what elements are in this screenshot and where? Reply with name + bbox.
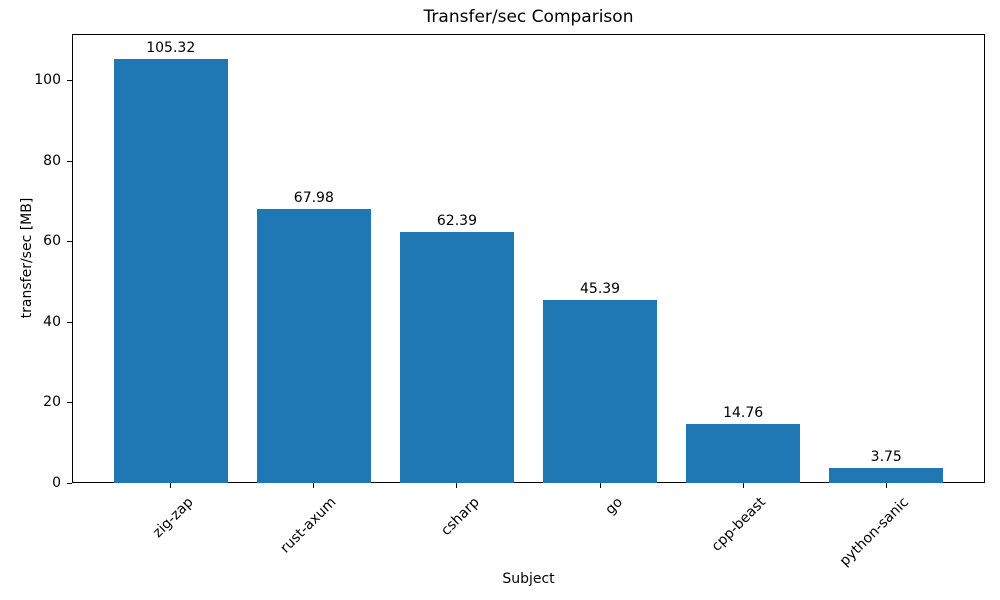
y-tick-label: 60 bbox=[43, 233, 61, 250]
y-tick-label: 40 bbox=[43, 313, 61, 330]
y-tick-mark bbox=[67, 482, 72, 484]
y-tick-mark bbox=[67, 80, 72, 82]
x-tick-mark bbox=[170, 483, 172, 488]
y-tick-mark bbox=[67, 321, 72, 323]
bar-csharp bbox=[399, 231, 515, 483]
x-tick-label: rust-axum bbox=[277, 494, 340, 557]
y-axis-label: transfer/sec [MB] bbox=[19, 197, 35, 319]
y-tick-mark bbox=[67, 402, 72, 404]
bar-value-label: 67.98 bbox=[293, 190, 334, 207]
y-tick-label: 80 bbox=[43, 152, 61, 169]
bar-value-label: 3.75 bbox=[870, 448, 902, 465]
y-tick-label: 20 bbox=[43, 394, 61, 411]
chart-title: Transfer/sec Comparison bbox=[423, 7, 634, 27]
y-tick-mark bbox=[67, 241, 72, 243]
y-tick-mark bbox=[67, 160, 72, 162]
y-tick-label: 100 bbox=[34, 72, 61, 89]
x-tick-label: cpp-beast bbox=[708, 494, 769, 555]
bar-rust-axum bbox=[256, 209, 372, 483]
bar-python-sanic bbox=[829, 467, 944, 483]
bar-value-label: 45.39 bbox=[580, 281, 621, 298]
bar-value-label: 62.39 bbox=[436, 212, 477, 229]
x-tick-mark bbox=[456, 483, 458, 488]
x-tick-mark bbox=[885, 483, 887, 488]
x-tick-mark bbox=[313, 483, 315, 488]
bar-zig-zap bbox=[113, 59, 228, 483]
bar-go bbox=[542, 300, 658, 483]
x-tick-label: go bbox=[602, 494, 626, 518]
bar-cpp-beast bbox=[685, 423, 801, 483]
x-axis-label: Subject bbox=[502, 571, 555, 587]
x-tick-mark bbox=[742, 483, 744, 488]
y-tick-label: 0 bbox=[52, 474, 61, 491]
x-tick-label: python-sanic bbox=[836, 494, 912, 570]
x-tick-label: zig-zap bbox=[149, 494, 197, 541]
bar-value-label: 105.32 bbox=[146, 40, 196, 57]
x-tick-mark bbox=[599, 483, 601, 488]
x-tick-label: csharp bbox=[437, 494, 483, 539]
bar-value-label: 14.76 bbox=[723, 404, 764, 421]
